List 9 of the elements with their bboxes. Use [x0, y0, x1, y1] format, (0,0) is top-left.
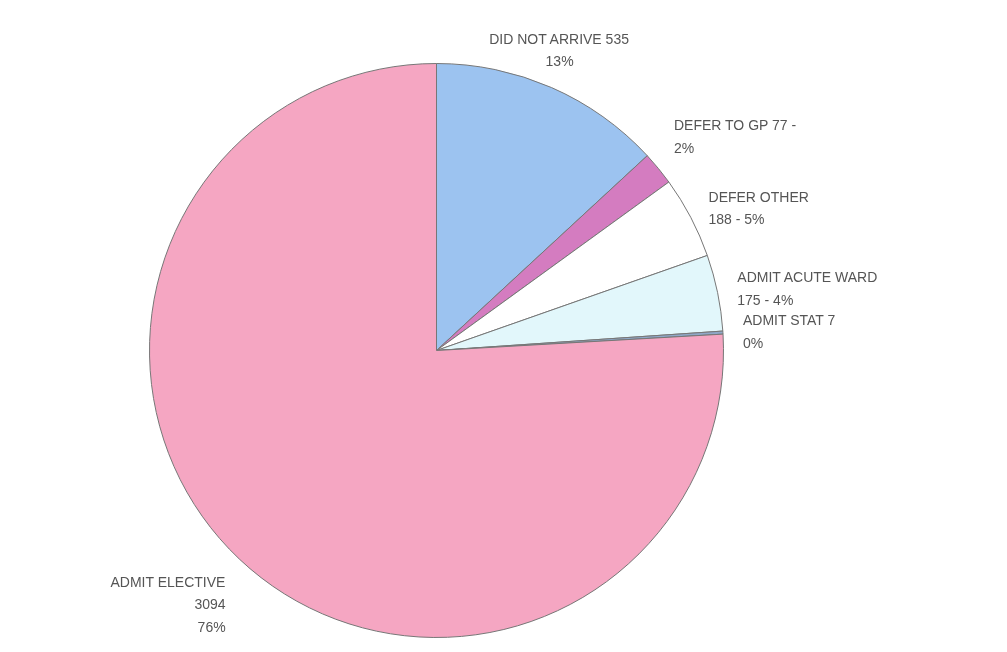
slice-label: DID NOT ARRIVE 535 13% — [489, 30, 630, 70]
slice-label: ADMIT STAT 7 0% — [742, 312, 836, 351]
data-label: 188 - 5% — [708, 211, 765, 228]
slice-label: ADMIT ELECTIVE — [110, 573, 226, 590]
slice-label: ADMIT ACUTE WARD — [737, 269, 878, 286]
slice-label: DEFER OTHER — [708, 188, 809, 205]
data-label: 3094 76% — [194, 596, 226, 635]
data-label: 175 - 4% — [737, 291, 794, 308]
slice-label: DEFER TO GP 77 - 2% — [673, 117, 797, 156]
